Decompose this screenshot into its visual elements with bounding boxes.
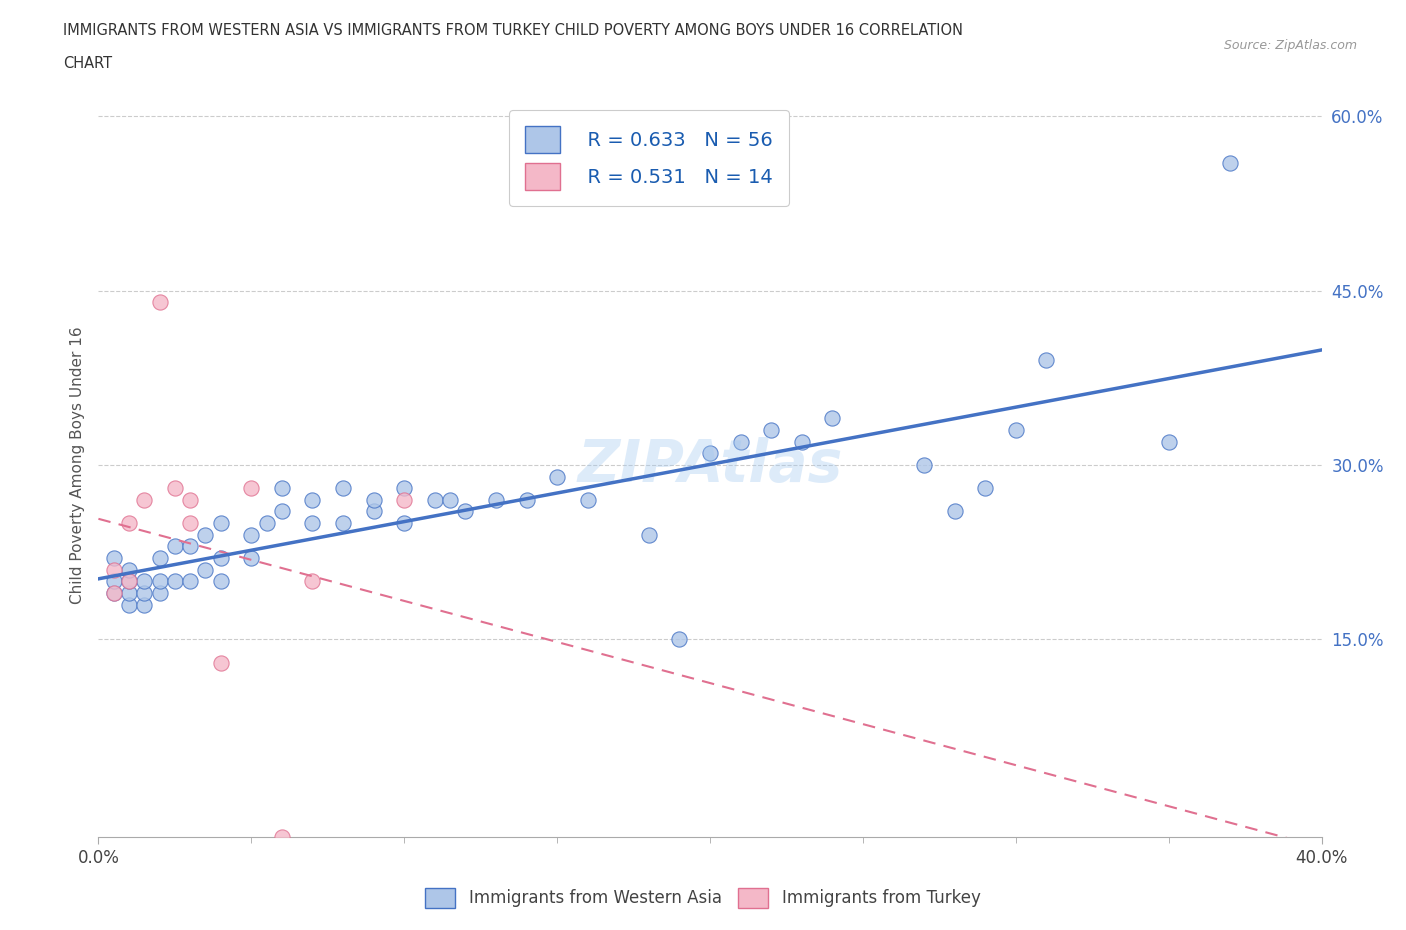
Point (103, 574, 125, 589)
Point (821, 411, 844, 426)
Point (423, 493, 446, 508)
Point (149, 551, 172, 565)
Text: IMMIGRANTS FROM WESTERN ASIA VS IMMIGRANTS FROM TURKEY CHILD POVERTY AMONG BOYS : IMMIGRANTS FROM WESTERN ASIA VS IMMIGRAN… (63, 23, 963, 38)
Point (668, 632, 690, 647)
Point (149, 586, 172, 601)
Text: CHART: CHART (63, 56, 112, 71)
Point (134, 586, 156, 601)
Point (209, 515, 232, 530)
Point (1219, 155, 1241, 170)
Point (392, 481, 416, 496)
Point (103, 551, 125, 565)
Point (730, 434, 752, 449)
Point (1157, 434, 1180, 449)
Point (637, 527, 661, 542)
Point (546, 469, 568, 484)
Text: ZIPAtlas: ZIPAtlas (578, 436, 842, 494)
Point (301, 515, 323, 530)
Point (240, 551, 263, 565)
Point (332, 515, 354, 530)
Point (209, 551, 232, 565)
Point (256, 515, 278, 530)
Legend:   R = 0.633   N = 56,   R = 0.531   N = 14: R = 0.633 N = 56, R = 0.531 N = 14 (509, 110, 789, 206)
Point (392, 515, 416, 530)
Point (454, 504, 477, 519)
Point (240, 481, 263, 496)
Point (134, 597, 156, 612)
Point (134, 574, 156, 589)
Point (301, 574, 323, 589)
Point (103, 586, 125, 601)
Point (163, 539, 186, 554)
Point (179, 515, 201, 530)
Point (363, 504, 385, 519)
Point (699, 446, 721, 461)
Point (163, 481, 186, 496)
Legend: Immigrants from Western Asia, Immigrants from Turkey: Immigrants from Western Asia, Immigrants… (419, 882, 987, 914)
Point (103, 562, 125, 577)
Point (516, 493, 538, 508)
Point (363, 493, 385, 508)
Point (332, 481, 354, 496)
Point (240, 527, 263, 542)
Point (118, 574, 141, 589)
Point (790, 434, 813, 449)
Y-axis label: Child Poverty Among Boys Under 16: Child Poverty Among Boys Under 16 (69, 326, 84, 604)
Point (974, 481, 997, 496)
Point (485, 493, 508, 508)
Point (103, 586, 125, 601)
Point (392, 493, 416, 508)
Point (194, 562, 217, 577)
Point (439, 493, 461, 508)
Point (209, 656, 232, 671)
Point (576, 493, 599, 508)
Point (301, 493, 323, 508)
Point (118, 562, 141, 577)
Point (1035, 352, 1057, 367)
Point (912, 458, 935, 472)
Point (179, 574, 201, 589)
Point (163, 574, 186, 589)
Point (270, 481, 292, 496)
Point (134, 493, 156, 508)
Point (759, 422, 782, 438)
Point (194, 527, 217, 542)
Text: Source: ZipAtlas.com: Source: ZipAtlas.com (1223, 39, 1357, 52)
Point (179, 493, 201, 508)
Point (1004, 422, 1026, 438)
Point (209, 574, 232, 589)
Point (118, 574, 141, 589)
Point (118, 586, 141, 601)
Point (179, 539, 201, 554)
Point (149, 574, 172, 589)
Point (118, 515, 141, 530)
Point (943, 504, 966, 519)
Point (118, 597, 141, 612)
Point (270, 504, 292, 519)
Point (149, 295, 172, 310)
Point (270, 830, 292, 844)
